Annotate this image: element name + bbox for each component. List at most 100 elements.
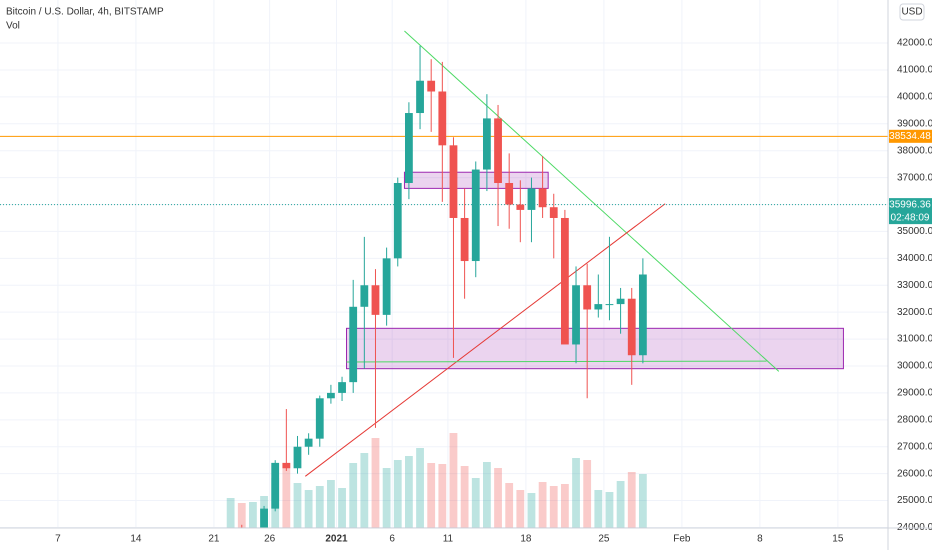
volume-bar (349, 463, 358, 528)
currency[interactable]: USD (901, 7, 922, 18)
y-tick-label: 38000.00 (897, 145, 932, 156)
candle-body (393, 182, 402, 259)
candle-body (371, 285, 380, 315)
y-tick-label: 26000.00 (897, 468, 932, 479)
volume-bar (605, 492, 614, 528)
volume-bar (304, 490, 313, 528)
volume-bar (594, 490, 603, 528)
volume-bar (438, 464, 447, 528)
candle-body (471, 169, 480, 262)
volume-bar (572, 458, 580, 528)
x-tick-label: Feb (673, 534, 691, 545)
trend-line (304, 203, 666, 477)
y-tick-label: 31000.00 (897, 334, 932, 345)
volume-bar (338, 488, 346, 528)
candle-body (460, 217, 469, 262)
y-tick-label: 42000.00 (897, 38, 932, 49)
countdown-label: 02:48:09 (891, 212, 930, 223)
candles (241, 45, 647, 528)
volume-bar (471, 478, 480, 528)
volume-bar (393, 460, 402, 528)
candle-body (271, 462, 280, 509)
x-tick-label: 25 (598, 534, 610, 545)
y-tick-label: 32000.00 (897, 307, 932, 318)
volume-bar (237, 503, 246, 528)
x-tick-label: 2021 (325, 534, 348, 545)
candle-body (560, 217, 569, 345)
volume-bar (560, 484, 569, 528)
candle-body (260, 508, 268, 528)
x-tick-label: 6 (389, 534, 395, 545)
candle-body (638, 274, 647, 356)
volume-bar (371, 438, 380, 528)
volume-bar (360, 453, 369, 528)
volume-label: Vol (6, 21, 20, 32)
candle-body (304, 438, 313, 447)
volume-bar (627, 472, 636, 528)
volume (226, 433, 647, 528)
volume-bar (427, 463, 436, 528)
price-tag (889, 198, 932, 225)
y-tick-label: 40000.00 (897, 92, 932, 103)
y-tick-label: 33000.00 (897, 280, 932, 291)
x-tick-label: 18 (520, 534, 532, 545)
candle-body (594, 304, 603, 310)
volume-bar (538, 482, 547, 528)
x-tick-label: 7 (55, 534, 61, 545)
candle-body (315, 398, 324, 439)
axes: 24000.0025000.0026000.0027000.0028000.00… (55, 38, 932, 545)
volume-bar (282, 463, 291, 528)
grid (0, 0, 888, 528)
volume-bar (482, 462, 491, 528)
volume-bar (583, 460, 592, 528)
currency-button[interactable] (899, 3, 925, 21)
candle-body (405, 113, 413, 183)
y-tick-label: 35000.00 (897, 226, 932, 237)
volume-bar (416, 448, 424, 528)
volume-bar (293, 483, 302, 528)
candle-body (494, 118, 502, 183)
volume-bar (405, 456, 413, 528)
volume-bar (516, 490, 525, 528)
candle-body (549, 207, 558, 218)
candle-body (605, 304, 614, 306)
price-tag-label: 38534.48 (889, 131, 931, 142)
volume-bar (449, 433, 458, 528)
candle-body (327, 392, 335, 399)
x-tick-label: 26 (264, 534, 276, 545)
candle-body (538, 188, 547, 208)
candle-body (416, 80, 424, 114)
candle-body (338, 382, 346, 393)
volume-bar (315, 486, 324, 528)
volume-bar (327, 480, 335, 528)
candle-body (438, 91, 447, 146)
x-tick-label: 8 (757, 534, 763, 545)
candle-body (360, 285, 369, 307)
candle-body (616, 298, 625, 305)
volume-bar (494, 468, 502, 528)
y-tick-label: 41000.00 (897, 65, 932, 76)
volume-bar (527, 493, 536, 528)
y-tick-label: 30000.00 (897, 361, 932, 372)
volume-bar (549, 486, 558, 528)
price-tag-label: 35996.36 (889, 199, 931, 210)
trend-line (346, 360, 767, 363)
candle-body (527, 188, 536, 210)
candle-body (505, 182, 514, 205)
candle-body (627, 298, 636, 356)
candle-body (382, 258, 391, 315)
candle-body (449, 145, 458, 218)
volume-bar (382, 468, 391, 528)
y-tick-label: 25000.00 (897, 495, 932, 506)
candle-body (349, 306, 358, 383)
candle-body (482, 118, 491, 170)
drawings (0, 30, 888, 477)
x-tick-label: 11 (443, 534, 454, 545)
price-tag (889, 129, 932, 143)
candle-body (293, 446, 302, 469)
candle-body (583, 285, 592, 310)
y-tick-label: 39000.00 (897, 118, 932, 129)
x-tick-label: 15 (832, 534, 844, 545)
volume-bar (638, 474, 647, 528)
